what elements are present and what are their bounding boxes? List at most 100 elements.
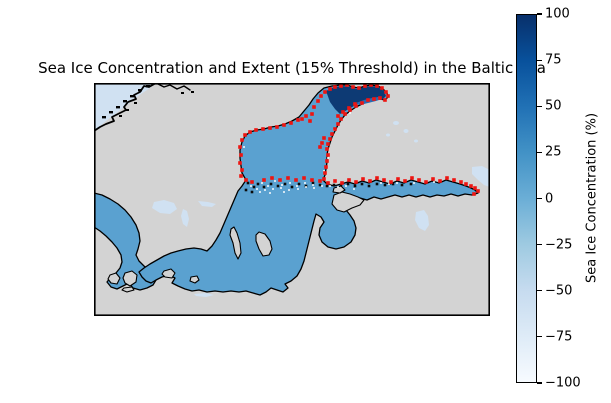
white-speck	[323, 170, 325, 172]
ice-edge-marker	[383, 98, 387, 102]
colorbar-tick-label: −50	[545, 283, 573, 299]
ice-edge-marker	[326, 181, 330, 185]
ice-edge-marker	[445, 176, 449, 180]
ice-edge-marker	[333, 127, 337, 131]
norway-coast-top-fragments	[157, 83, 191, 91]
white-speck	[288, 189, 290, 191]
archipelago-islet	[283, 182, 287, 186]
archipelago-islet	[252, 185, 256, 189]
ice-edge-marker	[243, 133, 247, 137]
ice-edge-marker	[354, 180, 358, 184]
ice-edge-marker	[318, 179, 322, 183]
ice-edge-marker	[328, 137, 332, 141]
archipelago-islet	[332, 183, 336, 187]
ice-edge-marker	[300, 117, 304, 121]
archipelago-islet	[311, 181, 315, 185]
ice-edge-marker	[341, 110, 345, 114]
archipelago-islet	[276, 184, 280, 188]
lakes	[152, 121, 490, 297]
white-speck	[261, 182, 263, 184]
ice-edge-marker	[361, 177, 365, 181]
white-speck	[297, 188, 299, 190]
ice-edge-marker	[372, 97, 376, 101]
ice-edge-marker	[345, 83, 349, 87]
ice-edge-marker	[431, 177, 435, 181]
ice-edge-marker	[473, 186, 477, 190]
ice-edge-marker	[325, 147, 329, 151]
colorbar-tick-mark	[537, 336, 542, 338]
white-speck	[413, 182, 415, 184]
finnish-lake	[414, 139, 418, 143]
island-saaremaa	[331, 191, 365, 213]
bothnian-bay-high-ice	[326, 86, 386, 114]
ice-edge-marker	[326, 142, 330, 146]
archipelago-islet	[346, 182, 350, 186]
baltic-map	[93, 82, 490, 316]
archipelago-islet	[353, 184, 357, 188]
white-speck	[345, 185, 347, 187]
ice-edge-marker	[324, 165, 328, 169]
white-speck	[349, 112, 351, 114]
ice-edge-marker	[366, 98, 370, 102]
white-speck	[433, 181, 435, 183]
ice-edge-marker	[386, 94, 390, 98]
white-speck	[396, 182, 398, 184]
archipelago-islet	[409, 182, 413, 186]
colorbar-tick-mark	[537, 59, 542, 61]
ice-edge-marker	[296, 118, 300, 122]
archipelago-islet	[375, 182, 379, 186]
ice-edge-marker	[343, 112, 347, 116]
colorbar-tick-mark	[537, 244, 542, 246]
ice-edge-marker	[294, 178, 298, 182]
ice-edge-marker	[238, 161, 242, 165]
archipelago-islet	[383, 183, 387, 187]
ice-edge-marker	[310, 178, 314, 182]
ice-edge-marker	[380, 86, 384, 90]
island-hiiumaa	[332, 185, 346, 194]
white-speck	[259, 191, 261, 193]
finnish-lake	[393, 121, 399, 125]
ice-edge-marker	[339, 117, 343, 121]
ice-edge-marker	[325, 159, 329, 163]
ice-edge-marker	[384, 90, 388, 94]
ice-edge-marker	[347, 178, 351, 182]
ice-edge-marker	[469, 184, 473, 188]
ice-edge-marker	[316, 99, 320, 103]
archipelago-islet	[262, 185, 266, 189]
ice-edge-marker	[348, 108, 352, 112]
archipelago-islet	[339, 183, 343, 187]
coastal-lagoon	[194, 293, 214, 297]
white-speck	[289, 182, 291, 184]
colorbar-tick-label: −100	[545, 375, 581, 391]
colorbar-tick-mark	[537, 151, 542, 153]
colorbar-tick-mark	[537, 290, 542, 292]
white-speck	[264, 189, 266, 191]
ice-edge-marker	[326, 153, 330, 157]
archipelago-islet	[360, 182, 364, 186]
ice-edge-marker	[351, 85, 355, 89]
archipelago-islet	[290, 185, 294, 189]
ice-edge-marker	[353, 102, 357, 106]
map-axes	[93, 82, 490, 316]
archipelago-islet	[244, 188, 248, 192]
archipelago-islets	[244, 181, 413, 194]
island-gotland	[255, 231, 273, 257]
ice-edge-marker	[289, 121, 293, 125]
ice-edge-marker	[302, 176, 306, 180]
white-speck	[329, 185, 331, 187]
kattegat-sea	[93, 192, 157, 291]
ice-edge-marker	[322, 136, 326, 140]
lake-ladoga	[472, 166, 490, 187]
white-speck	[312, 184, 314, 186]
ice-edge-marker	[438, 179, 442, 183]
archipelago-islet	[400, 183, 404, 187]
ice-edge-marker	[333, 179, 337, 183]
white-specks	[243, 112, 435, 194]
lake-peipus	[415, 210, 429, 231]
white-speck	[274, 180, 276, 182]
ice-edge-marker	[476, 189, 480, 193]
ice-edge-markers	[238, 83, 480, 196]
white-speck	[280, 187, 282, 189]
colorbar-tick-label: −75	[545, 329, 573, 345]
island-bornholm	[189, 275, 200, 284]
